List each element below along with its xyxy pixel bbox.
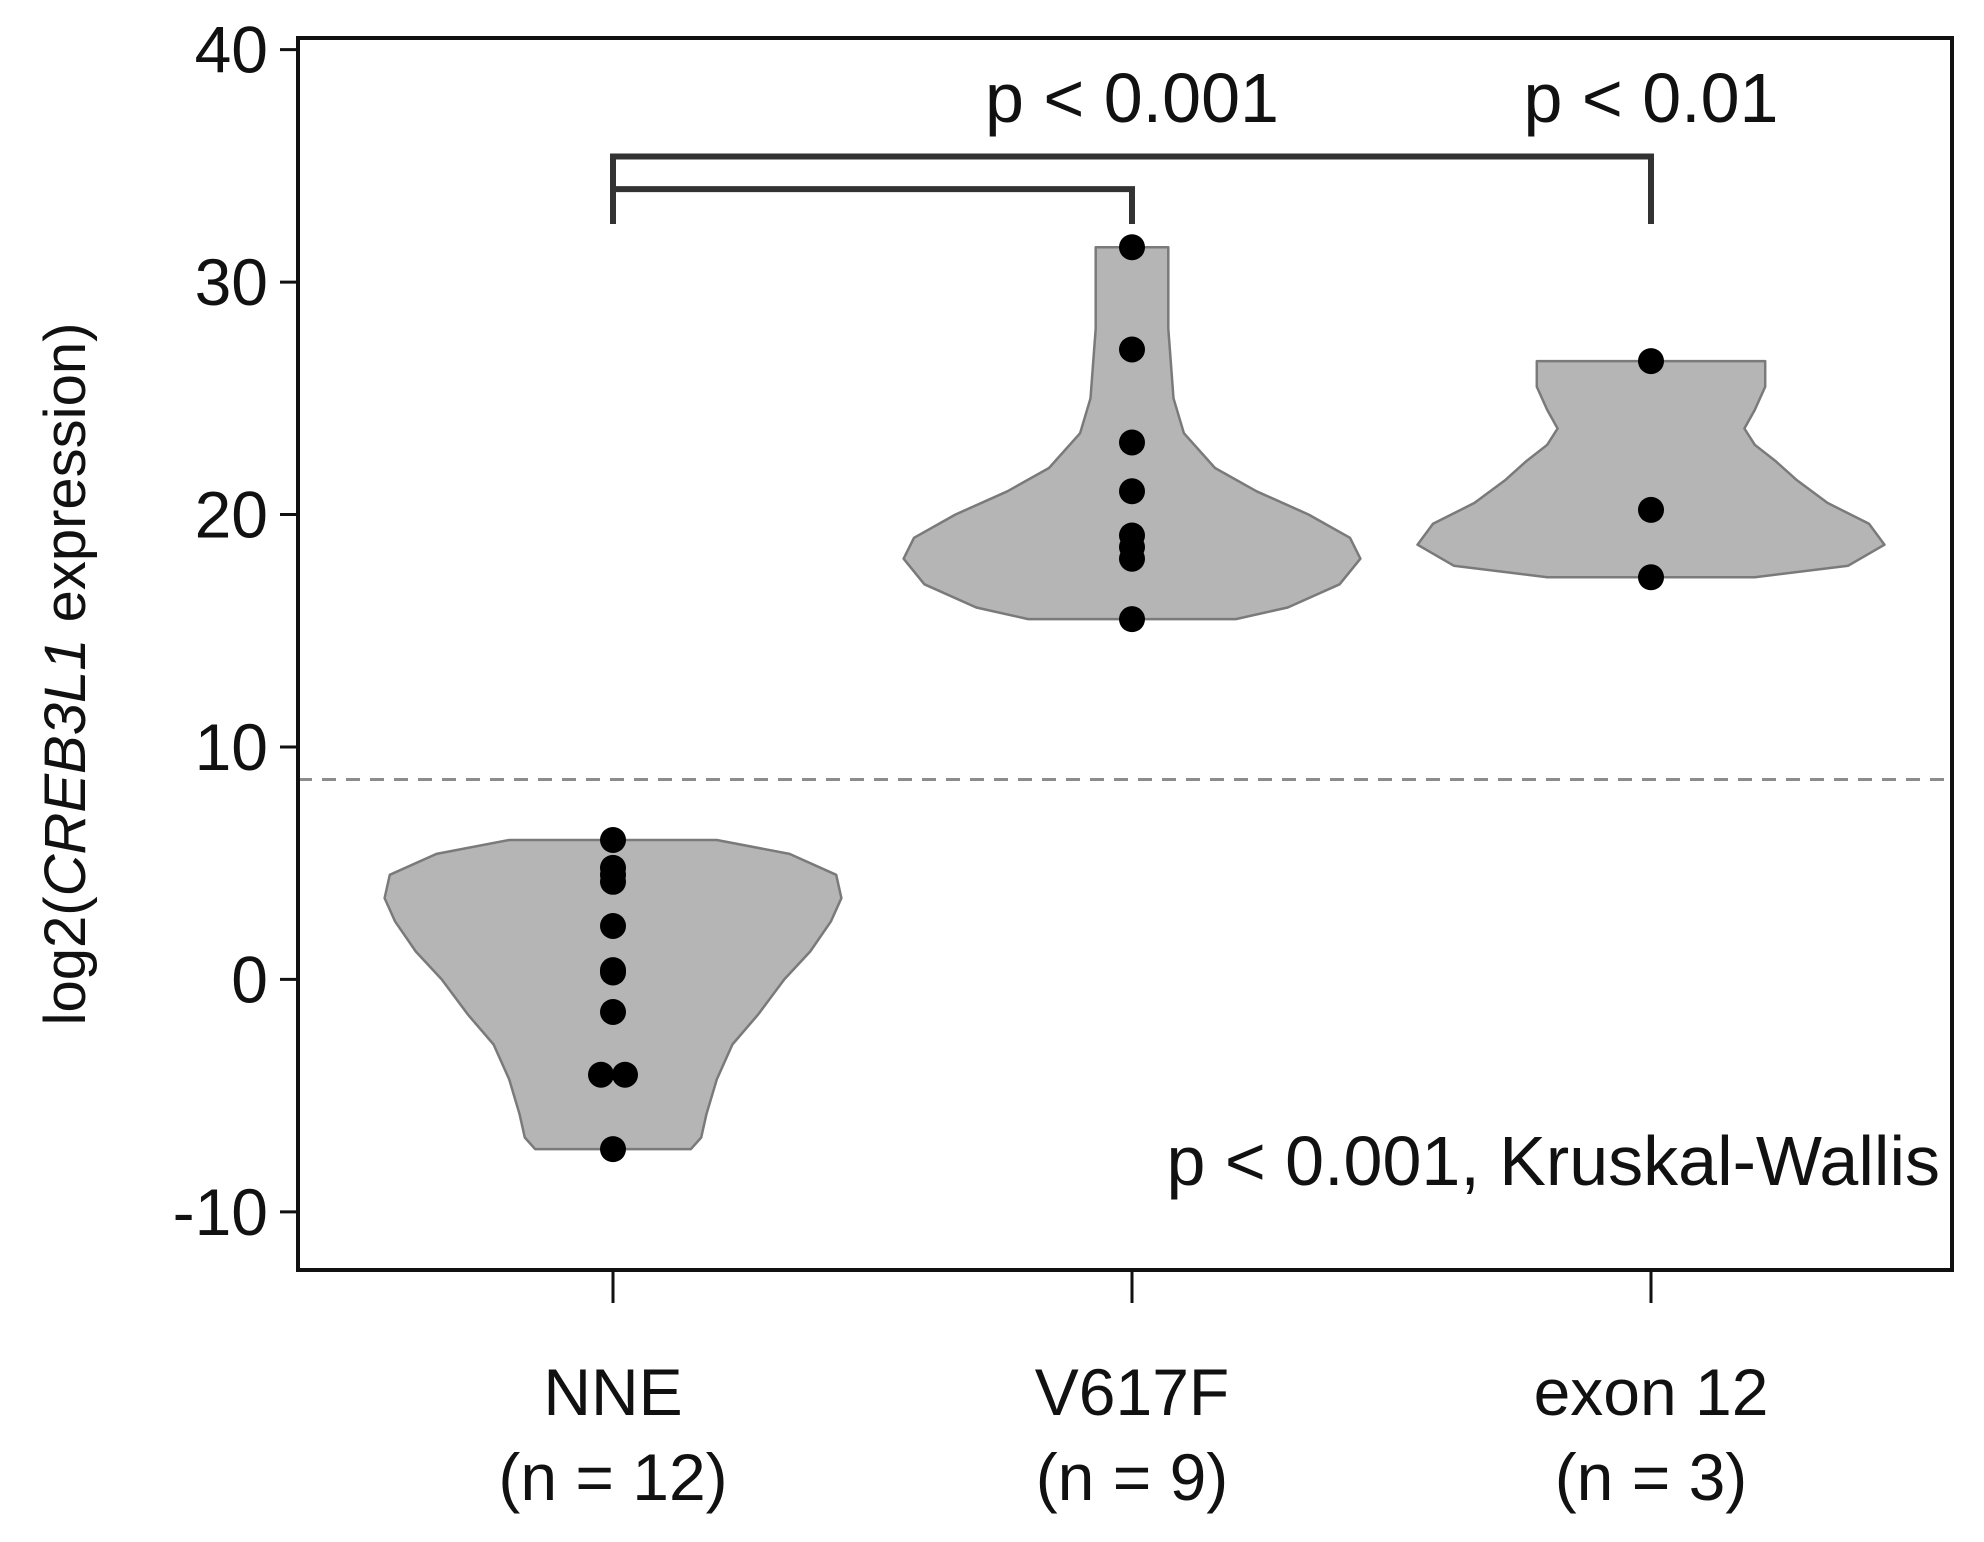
point-1-0 [1119, 234, 1145, 261]
x-axis: NNE (n = 12) V617F (n = 9) exon 12 (n = 3) [498, 1270, 1768, 1514]
point-1-2 [1119, 429, 1145, 456]
y-axis-label-suffix: expression) [33, 323, 98, 639]
plot-frame [296, 36, 1954, 1272]
bracket-label-1: p < 0.01 [1524, 59, 1779, 137]
point-1-1 [1119, 336, 1145, 363]
y-tick-label: 20 [195, 478, 268, 552]
y-tick-label: -10 [173, 1175, 268, 1249]
point-0-4 [600, 912, 626, 939]
point-0-8 [588, 1061, 614, 1088]
violin-0 [383, 838, 843, 1151]
point-0-0 [600, 826, 626, 853]
category-n-label: (n = 12) [498, 1440, 727, 1514]
point-0-10 [600, 1136, 626, 1163]
y-tick-label: 40 [195, 13, 268, 87]
y-axis: -10 0 10 20 30 40 [173, 13, 298, 1249]
point-2-1 [1638, 496, 1664, 523]
category-label: exon 12 [1534, 1355, 1769, 1429]
point-1-6 [1119, 545, 1145, 572]
category-label: NNE [543, 1355, 682, 1429]
y-tick-label: 30 [195, 245, 268, 319]
category-label: V617F [1035, 1355, 1229, 1429]
violin-2 [1416, 359, 1886, 579]
bracket-1 [610, 153, 1654, 224]
point-0-3 [600, 868, 626, 895]
overall-test-label: p < 0.001, Kruskal-Wallis [1166, 1122, 1940, 1200]
y-axis-label: log2(CREB3L1 expression) [33, 323, 98, 1026]
point-0-6 [600, 959, 626, 986]
point-1-7 [1119, 606, 1145, 633]
data-points [588, 234, 1664, 1163]
point-1-3 [1119, 478, 1145, 505]
y-tick-label: 0 [231, 942, 268, 1016]
point-2-2 [1638, 564, 1664, 591]
bracket-0 [610, 186, 1135, 224]
y-axis-label-gene: CREB3L1 [33, 639, 98, 897]
significance-brackets: p < 0.001 p < 0.01 [610, 59, 1779, 224]
bracket-label-0: p < 0.001 [985, 59, 1279, 137]
category-n-label: (n = 9) [1036, 1440, 1229, 1514]
y-tick-label: 10 [195, 710, 268, 784]
category-n-label: (n = 3) [1555, 1440, 1748, 1514]
point-0-7 [600, 998, 626, 1025]
point-0-9 [612, 1061, 638, 1088]
y-axis-label-prefix: log2( [33, 896, 98, 1025]
point-2-0 [1638, 348, 1664, 375]
